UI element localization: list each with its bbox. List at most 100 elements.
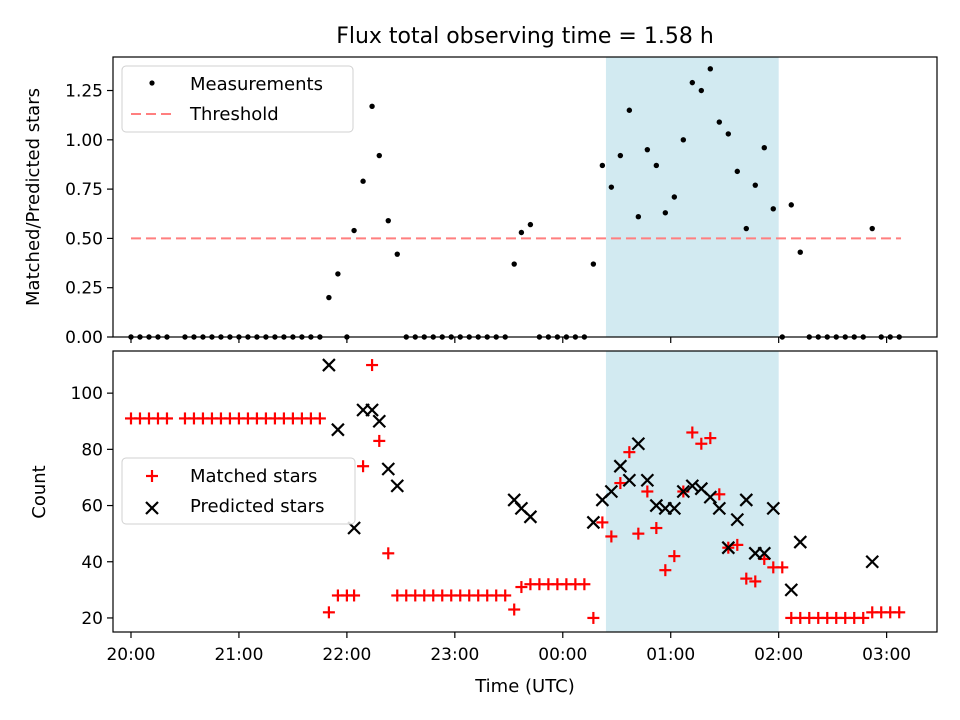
- matched-star-point: [749, 575, 762, 588]
- legend-measurements-marker: [149, 80, 155, 86]
- measurement-point: [725, 131, 732, 137]
- matched-star-point: [382, 547, 395, 560]
- measurement-point: [716, 119, 723, 125]
- predicted-star-point: [793, 535, 808, 549]
- matched-star-point: [623, 446, 636, 459]
- predicted-star-point: [784, 583, 799, 597]
- top-x-ticks: [130, 337, 888, 343]
- top-y-tick-label: 1.25: [65, 82, 103, 102]
- predicted-star-d2: [712, 501, 727, 516]
- matched-star-point: [515, 581, 528, 594]
- predicted-star-d2: [523, 510, 538, 524]
- predicted-star-d2: [793, 535, 808, 549]
- legend-measurements-label: Measurements: [190, 74, 323, 95]
- bottom-x-tick-label: 23:00: [430, 645, 479, 665]
- measurement-point: [707, 66, 714, 72]
- measurement-point: [698, 87, 705, 94]
- matched-star-point: [731, 538, 744, 551]
- legend-matched-marker: [146, 470, 158, 482]
- predicted-star-d2: [757, 546, 772, 561]
- predicted-star-d2: [347, 521, 361, 535]
- predicted-star-point: [631, 436, 646, 451]
- top-axes-frame: [112, 56, 938, 338]
- matched-star-point: [695, 437, 708, 450]
- legend-matched-label: Matched stars: [190, 466, 317, 487]
- measurement-point: [752, 182, 758, 188]
- bottom-y-tick-label: 40: [81, 553, 103, 573]
- measurement-point: [617, 152, 624, 159]
- measurement-point: [518, 229, 525, 236]
- matched-star-point: [776, 561, 789, 574]
- bottom-x-tick-label: 00:00: [538, 645, 587, 665]
- top-y-tick-label: 0.00: [65, 328, 103, 348]
- predicted-star-point: [622, 473, 637, 488]
- predicted-star-point: [640, 473, 655, 488]
- predicted-star-d2: [507, 493, 521, 507]
- predicted-star-point: [739, 493, 754, 507]
- top-legend-box: [121, 65, 354, 133]
- predicted-star-d2: [865, 554, 880, 569]
- predicted-star-d2: [676, 484, 691, 499]
- measurement-point: [626, 107, 633, 113]
- matched-star-point: [596, 516, 609, 529]
- matched-star-point: [650, 522, 663, 535]
- predicted-star-d2: [721, 540, 736, 555]
- measurement-point: [689, 79, 696, 86]
- bottom-y-axis-label: Count: [29, 465, 50, 518]
- measurement-point: [761, 145, 767, 151]
- measurement-point: [376, 152, 382, 159]
- top-y-ticks: 0.00 0.25 0.50 0.75 1.00 1.25: [65, 82, 113, 348]
- predicted-star-point: [381, 462, 396, 476]
- matched-star-point: [704, 432, 717, 445]
- matched-star-point: [348, 589, 361, 602]
- predicted-star-d2: [631, 436, 646, 451]
- predicted-star-d2: [730, 512, 745, 527]
- predicted-star-point: [712, 501, 727, 516]
- measurement-point: [326, 294, 332, 301]
- predicted-star-point: [613, 459, 628, 473]
- measurement-point: [527, 221, 534, 228]
- bottom-legend-box: [121, 457, 356, 525]
- measurement-point: [351, 227, 357, 234]
- predicted-star-point: [604, 484, 619, 499]
- predicted-star-point: [523, 510, 538, 524]
- measurement-point: [608, 184, 615, 190]
- bottom-x-ticks: 20:00 21:00 22:00 23:00 00:00 01:00 02:00 03:00: [106, 632, 911, 665]
- predicted-star-point: [667, 501, 682, 516]
- matched-star-point: [499, 589, 512, 602]
- predicted-star-d2: [694, 481, 709, 496]
- matched-star-point: [659, 564, 672, 577]
- legend-predicted-label: Predicted stars: [190, 496, 324, 517]
- measurement-point: [770, 206, 776, 212]
- matched-star-point: [366, 359, 379, 372]
- predicted-star-point: [703, 490, 718, 504]
- predicted-star-d2: [667, 501, 682, 516]
- predicted-star-point: [365, 403, 379, 417]
- bottom-axes-frame: [112, 350, 938, 633]
- predicted-star-point: [372, 414, 387, 429]
- top-panel: 0.00 0.25 0.50 0.75 1.00 1.25 Matched/Predict…: [23, 56, 938, 348]
- matched-star-point: [160, 412, 173, 425]
- matched-star-point: [313, 412, 326, 425]
- measurement-point: [385, 217, 391, 224]
- measurement-point: [360, 178, 366, 184]
- matched-star-point: [587, 611, 600, 624]
- matched-star-point: [686, 426, 699, 439]
- predicted-star-point: [865, 554, 880, 569]
- matched-star-point: [508, 603, 521, 616]
- predicted-star-point: [322, 358, 336, 372]
- predicted-star-d2: [322, 358, 336, 372]
- measurement-point: [369, 103, 375, 109]
- predicted-star-point: [757, 546, 772, 561]
- predicted-star-d2: [622, 473, 637, 488]
- bottom-highlight-span: [605, 351, 779, 632]
- predicted-star-point: [586, 515, 601, 530]
- predicted-star-point: [331, 422, 345, 437]
- predicted-star-d2: [784, 583, 799, 597]
- predicted-star-d2: [586, 515, 601, 530]
- matched-star-point: [632, 527, 645, 540]
- matched-star-point: [373, 434, 386, 447]
- top-y-axis-label: Matched/Predicted stars: [23, 88, 44, 306]
- measurement-point: [869, 225, 875, 232]
